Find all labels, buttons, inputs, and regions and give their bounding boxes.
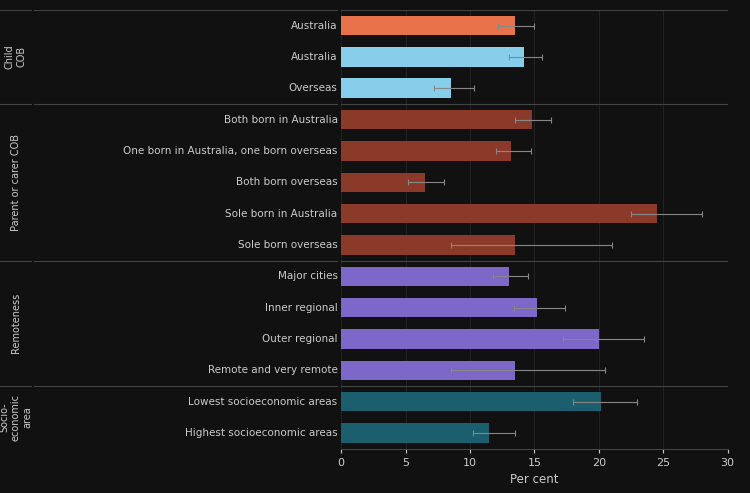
Bar (341, 267, 508, 286)
Text: Both born overseas: Both born overseas (236, 177, 338, 187)
Text: Lowest socioeconomic areas: Lowest socioeconomic areas (188, 397, 338, 407)
Text: Sole born in Australia: Sole born in Australia (225, 209, 338, 218)
Text: Major cities: Major cities (278, 271, 338, 281)
Text: Australia: Australia (291, 21, 338, 31)
Bar (341, 47, 524, 67)
Text: Sole born overseas: Sole born overseas (238, 240, 338, 250)
Text: Inner regional: Inner regional (265, 303, 338, 313)
Bar (341, 392, 602, 411)
Bar (341, 78, 451, 98)
Bar (341, 329, 598, 349)
Text: Remote and very remote: Remote and very remote (208, 365, 338, 375)
Text: Parent or carer COB: Parent or carer COB (10, 134, 21, 231)
Text: Remoteness: Remoteness (10, 293, 21, 353)
Bar (341, 298, 537, 317)
Text: One born in Australia, one born overseas: One born in Australia, one born overseas (123, 146, 338, 156)
Text: Australia: Australia (291, 52, 338, 62)
Text: Outer regional: Outer regional (262, 334, 338, 344)
Text: Both born in Australia: Both born in Australia (224, 114, 338, 125)
Text: Socio-
economic
area: Socio- economic area (0, 394, 32, 441)
Text: Highest socioeconomic areas: Highest socioeconomic areas (184, 428, 338, 438)
Bar (341, 423, 489, 443)
Bar (341, 16, 515, 35)
Bar (341, 110, 532, 129)
Bar (341, 360, 515, 380)
Bar (341, 173, 425, 192)
Bar (341, 235, 515, 254)
X-axis label: Per cent: Per cent (510, 473, 559, 486)
Text: Child
COB: Child COB (5, 44, 26, 69)
Bar (341, 204, 657, 223)
Text: Overseas: Overseas (289, 83, 338, 93)
Bar (341, 141, 512, 161)
